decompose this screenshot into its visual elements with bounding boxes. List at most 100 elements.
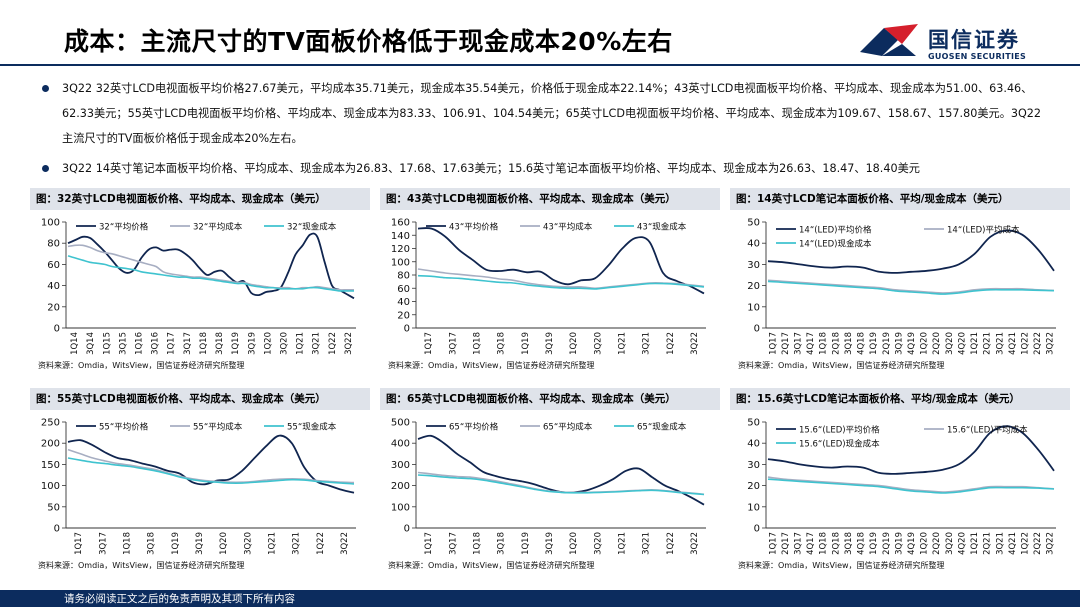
x-tick-label: 3Q22 bbox=[1046, 532, 1056, 555]
x-tick-label: 3Q21 bbox=[995, 532, 1005, 555]
y-tick-label: 300 bbox=[391, 460, 410, 471]
x-tick-label: 3Q22 bbox=[690, 332, 700, 355]
x-tick-label: 3Q19 bbox=[894, 332, 904, 355]
y-tick-label: 0 bbox=[54, 524, 60, 535]
y-tick-label: 20 bbox=[397, 310, 410, 321]
y-tick-label: 140 bbox=[391, 231, 410, 242]
x-tick-label: 4Q21 bbox=[1008, 532, 1018, 555]
logo-mark-icon bbox=[860, 24, 918, 56]
y-tick-label: 150 bbox=[41, 460, 60, 471]
y-tick-label: 160 bbox=[391, 218, 410, 229]
series-line bbox=[67, 232, 355, 300]
x-tick-label: 1Q17 bbox=[167, 332, 177, 355]
x-tick-label: 2Q20 bbox=[932, 532, 942, 555]
x-tick-label: 2Q18 bbox=[831, 332, 841, 355]
bullet-dot-icon bbox=[42, 165, 49, 172]
x-tick-label: 1Q21 bbox=[617, 532, 627, 555]
x-tick-label: 3Q20 bbox=[243, 532, 253, 555]
x-tick-label: 1Q19 bbox=[521, 332, 531, 355]
bullet-text: 3Q22 32英寸LCD电视面板平均价格27.67美元，平均成本35.71美元，… bbox=[62, 82, 1042, 145]
x-tick-label: 3Q18 bbox=[844, 532, 854, 555]
logo-name-en: GUOSEN SECURITIES bbox=[928, 52, 1027, 61]
x-tick-label: 3Q22 bbox=[344, 332, 354, 355]
x-tick-label: 1Q20 bbox=[219, 532, 229, 555]
series-line bbox=[417, 474, 705, 496]
x-tick-label: 4Q17 bbox=[806, 532, 816, 555]
legend-label: 32“平均价格 bbox=[99, 222, 149, 233]
x-tick-label: 3Q21 bbox=[642, 532, 652, 555]
x-tick-label: 3Q21 bbox=[642, 332, 652, 355]
y-tick-label: 60 bbox=[47, 260, 60, 271]
chart-panel-156nb: 图：15.6英寸LCD笔记本面板价格、平均/现金成本（美元） 0 10 20 30 40… bbox=[730, 388, 1070, 578]
x-tick-label: 1Q21 bbox=[296, 332, 306, 355]
series-line bbox=[67, 255, 354, 292]
chart-title: 图：14英寸LCD笔记本面板价格、平均/现金成本（美元） bbox=[730, 188, 1070, 210]
x-tick-label: 1Q17 bbox=[424, 332, 434, 355]
x-tick-label: 1Q20 bbox=[263, 332, 273, 355]
x-tick-label: 1Q20 bbox=[920, 532, 930, 555]
chart-65tv: 0 100 200 300 400 500 1Q17 3Q17 1Q18 3Q18 1Q19 3Q19… bbox=[391, 418, 706, 555]
title-divider bbox=[0, 64, 1080, 66]
series-line bbox=[417, 274, 705, 290]
legend-label: 32“平均成本 bbox=[193, 222, 243, 233]
y-tick-label: 50 bbox=[747, 418, 760, 429]
chart-panel-32tv: 图：32英寸LCD电视面板价格、平均成本、现金成本（美元） 0 20 40 60 80 1… bbox=[30, 188, 370, 378]
series-line bbox=[767, 425, 1055, 475]
x-tick-label: 3Q17 bbox=[183, 332, 193, 355]
chart-source: 资料来源：Omdia，WitsView，国信证券经济研究所整理 bbox=[738, 561, 945, 570]
x-tick-label: 1Q19 bbox=[869, 332, 879, 355]
x-tick-label: 3Q20 bbox=[593, 332, 603, 355]
x-tick-label: 3Q22 bbox=[690, 532, 700, 555]
series-line bbox=[767, 280, 1055, 295]
x-tick-label: 1Q17 bbox=[424, 532, 434, 555]
y-tick-label: 0 bbox=[754, 324, 760, 335]
x-tick-label: 3Q19 bbox=[545, 332, 555, 355]
x-tick-label: 1Q18 bbox=[199, 332, 209, 355]
series-line bbox=[767, 478, 1055, 494]
x-tick-label: 3Q18 bbox=[215, 332, 225, 355]
legend-label: 65“平均成本 bbox=[543, 422, 593, 433]
chart-source: 资料来源：Omdia，WitsView，国信证券经济研究所整理 bbox=[38, 561, 245, 570]
chart-source: 资料来源：Omdia，WitsView，国信证券经济研究所整理 bbox=[388, 361, 595, 370]
chart-55tv: 0 50 100 150 200 250 1Q17 3Q17 1Q18 3Q18 1Q19 3Q19 1… bbox=[41, 418, 356, 555]
x-tick-label: 2Q19 bbox=[882, 332, 892, 355]
x-tick-label: 3Q20 bbox=[280, 332, 290, 355]
y-tick-label: 200 bbox=[391, 481, 410, 492]
x-tick-label: 1Q18 bbox=[819, 332, 829, 355]
x-tick-label: 3Q20 bbox=[593, 532, 603, 555]
y-tick-label: 30 bbox=[747, 260, 760, 271]
y-tick-label: 500 bbox=[391, 418, 410, 429]
x-tick-label: 1Q21 bbox=[970, 532, 980, 555]
x-tick-label: 3Q21 bbox=[995, 332, 1005, 355]
x-tick-label: 3Q22 bbox=[340, 532, 350, 555]
x-tick-label: 3Q17 bbox=[794, 532, 804, 555]
x-tick-label: 2Q22 bbox=[1033, 532, 1043, 555]
y-tick-label: 50 bbox=[47, 502, 60, 513]
x-tick-label: 3Q19 bbox=[247, 332, 257, 355]
x-tick-label: 3Q19 bbox=[195, 532, 205, 555]
x-tick-label: 1Q18 bbox=[472, 532, 482, 555]
x-tick-label: 4Q18 bbox=[857, 332, 867, 355]
page-title: 成本：主流尺寸的TV面板价格低于现金成本20%左右 bbox=[64, 27, 673, 56]
x-tick-label: 1Q21 bbox=[617, 332, 627, 355]
y-tick-label: 40 bbox=[747, 239, 760, 250]
x-tick-label: 2Q18 bbox=[831, 532, 841, 555]
x-tick-label: 3Q20 bbox=[945, 332, 955, 355]
legend-label: 65“平均价格 bbox=[449, 422, 499, 433]
legend-label: 14“(LED)平均价格 bbox=[799, 225, 872, 236]
x-tick-label: 2Q17 bbox=[781, 532, 791, 555]
footer-bar: 请务必阅读正文之后的免责声明及其项下所有内容 bbox=[0, 590, 1080, 607]
chart-source: 资料来源：Omdia，WitsView，国信证券经济研究所整理 bbox=[738, 361, 945, 370]
x-tick-label: 1Q20 bbox=[569, 532, 579, 555]
x-tick-label: 4Q18 bbox=[857, 532, 867, 555]
x-tick-label: 2Q17 bbox=[781, 332, 791, 355]
x-tick-label: 1Q20 bbox=[920, 332, 930, 355]
x-tick-label: 2Q22 bbox=[1033, 332, 1043, 355]
x-tick-label: 1Q19 bbox=[521, 532, 531, 555]
y-tick-label: 20 bbox=[747, 281, 760, 292]
y-tick-label: 30 bbox=[747, 460, 760, 471]
chart-panel-65tv: 图：65英寸LCD电视面板价格、平均成本、现金成本（美元） 0 100 200 300… bbox=[380, 388, 720, 578]
x-tick-label: 2Q19 bbox=[882, 532, 892, 555]
chart-panel-55tv: 图：55英寸LCD电视面板价格、平均成本、现金成本（美元） 0 50 100 150 2… bbox=[30, 388, 370, 578]
x-tick-label: 1Q22 bbox=[316, 532, 326, 555]
